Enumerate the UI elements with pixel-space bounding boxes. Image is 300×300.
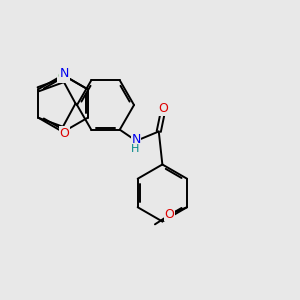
Text: H: H: [131, 144, 139, 154]
Text: O: O: [59, 127, 69, 140]
Text: O: O: [158, 102, 168, 115]
Text: Cl: Cl: [58, 70, 70, 83]
Text: N: N: [60, 67, 69, 80]
Text: N: N: [132, 133, 141, 146]
Text: O: O: [164, 208, 174, 221]
